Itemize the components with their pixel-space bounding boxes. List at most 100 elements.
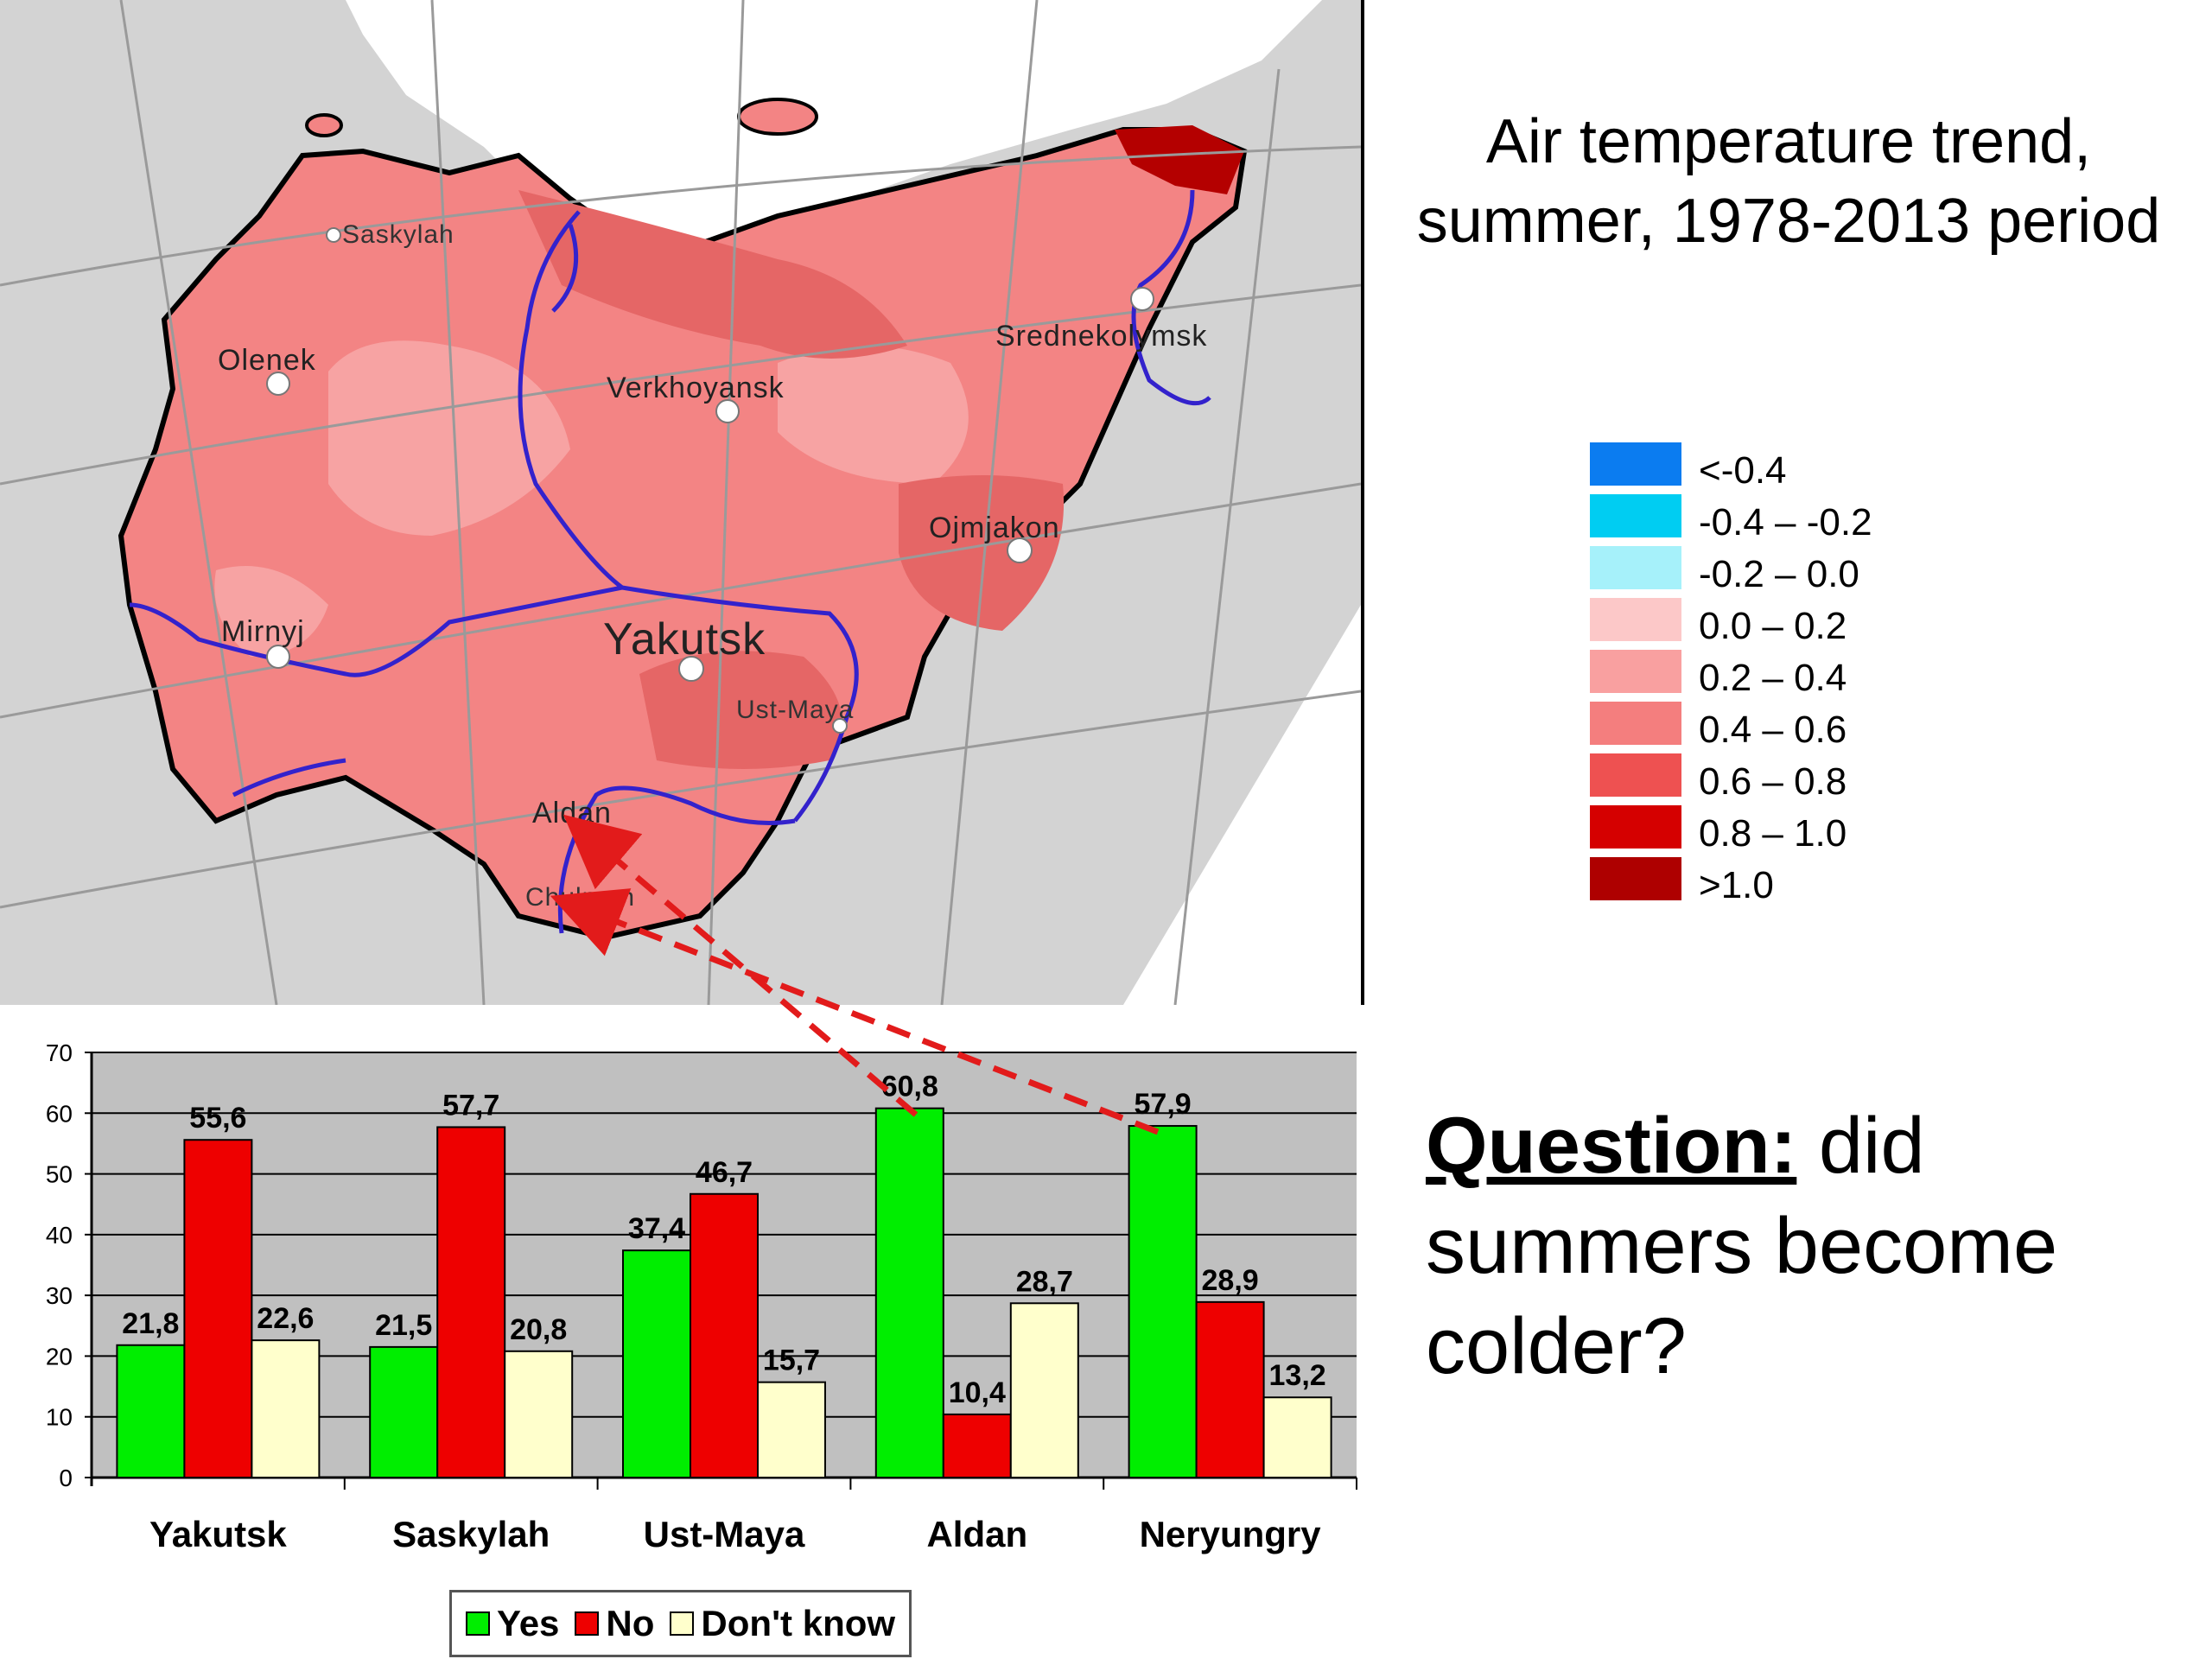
data-label: 57,9 bbox=[1135, 1088, 1192, 1121]
map-label-ust-maya: Ust-Maya bbox=[736, 696, 855, 724]
survey-bar-chart: 0 10 20 30 40 50 60 70 21,8 55,6 22,6 Yakutsk 21,5 57… bbox=[46, 1039, 1357, 1554]
map-label-yakutsk: Yakutsk bbox=[603, 614, 766, 664]
bar bbox=[622, 1249, 691, 1478]
legend-swatch bbox=[1590, 650, 1681, 693]
y-tick-label: 70 bbox=[46, 1039, 73, 1066]
arctic-sea bbox=[346, 0, 1322, 259]
city-marker bbox=[266, 645, 290, 669]
data-label: 37,4 bbox=[628, 1212, 685, 1245]
y-tick-label: 60 bbox=[46, 1100, 73, 1127]
legend-item: >1.0 bbox=[1590, 855, 1953, 907]
legend-swatch bbox=[1590, 857, 1681, 900]
city-markers bbox=[266, 227, 1154, 925]
legend-item: 0.4 – 0.6 bbox=[1590, 700, 1953, 752]
chart-legend-swatch bbox=[575, 1611, 600, 1636]
legend-label: 0.6 – 0.8 bbox=[1699, 760, 1847, 803]
bar bbox=[1128, 1125, 1198, 1478]
legend-label: 0.2 – 0.4 bbox=[1699, 657, 1847, 699]
map-label-chulman: Chulman bbox=[525, 883, 636, 912]
bar bbox=[1009, 1302, 1079, 1478]
legend-label: <-0.4 bbox=[1699, 449, 1787, 492]
y-tick-label: 10 bbox=[46, 1404, 73, 1431]
bar bbox=[874, 1107, 944, 1478]
legend-item: <-0.4 bbox=[1590, 441, 1953, 493]
map-legend: <-0.4 -0.4 – -0.2 -0.2 – 0.0 0.0 – 0.2 0.2 –… bbox=[1590, 441, 1953, 907]
legend-swatch bbox=[1590, 598, 1681, 641]
category-label: Neryungry bbox=[1140, 1514, 1322, 1554]
legend-item: 0.8 – 1.0 bbox=[1590, 804, 1953, 855]
y-tick-label: 0 bbox=[59, 1465, 73, 1491]
city-marker bbox=[678, 656, 704, 682]
map-title: Air temperature trend, summer, 1978-2013… bbox=[1365, 102, 2212, 261]
chart-legend-swatch bbox=[466, 1611, 490, 1636]
bar bbox=[690, 1192, 759, 1478]
bar bbox=[1262, 1396, 1332, 1479]
region-dark-zone bbox=[518, 190, 907, 359]
y-tick-label: 40 bbox=[46, 1222, 73, 1249]
bar bbox=[757, 1381, 826, 1478]
y-tick-label: 20 bbox=[46, 1343, 73, 1370]
category-label: Aldan bbox=[926, 1514, 1027, 1554]
bar bbox=[942, 1413, 1012, 1479]
map-label-olenek: Olenek bbox=[218, 344, 316, 377]
legend-label: 0.4 – 0.6 bbox=[1699, 709, 1847, 751]
data-label: 28,7 bbox=[1016, 1265, 1073, 1298]
legend-item: -0.4 – -0.2 bbox=[1590, 493, 1953, 544]
legend-label: >1.0 bbox=[1699, 864, 1774, 906]
map-graphic bbox=[0, 0, 1361, 1005]
region-light-zone bbox=[328, 340, 570, 536]
chart-legend-label: Yes bbox=[497, 1603, 560, 1643]
city-marker bbox=[1007, 537, 1033, 563]
data-label: 57,7 bbox=[442, 1089, 499, 1122]
chart-legend-item: Don't know bbox=[670, 1603, 895, 1644]
bar bbox=[436, 1126, 506, 1479]
city-marker bbox=[832, 718, 848, 734]
data-label: 22,6 bbox=[257, 1302, 314, 1335]
chart-legend-item: No bbox=[575, 1603, 654, 1644]
legend-label: -0.2 – 0.0 bbox=[1699, 553, 1859, 595]
bar bbox=[369, 1345, 439, 1478]
question-text: Question: did summers become colder? bbox=[1426, 1096, 2169, 1396]
map-title-line1: Air temperature trend, bbox=[1485, 107, 2092, 176]
chart-legend-swatch bbox=[670, 1611, 695, 1636]
chart-legend-item: Yes bbox=[466, 1603, 559, 1644]
bar bbox=[251, 1339, 321, 1479]
map-title-line2: summer, 1978-2013 period bbox=[1416, 187, 2161, 256]
bar bbox=[1195, 1300, 1265, 1479]
data-label: 13,2 bbox=[1269, 1359, 1326, 1392]
y-tick-label: 30 bbox=[46, 1282, 73, 1309]
graticule bbox=[0, 0, 1361, 1005]
chart-legend-label: Don't know bbox=[701, 1603, 896, 1643]
city-marker bbox=[715, 399, 740, 423]
city-marker bbox=[266, 372, 290, 396]
data-label: 55,6 bbox=[189, 1102, 246, 1135]
city-marker bbox=[575, 829, 594, 848]
temperature-trend-map: Saskylah Olenek Verkhoyansk Srednekolyms… bbox=[0, 0, 1364, 1005]
legend-item: -0.2 – 0.0 bbox=[1590, 544, 1953, 596]
question-body: did summers become colder? bbox=[1426, 1102, 2058, 1390]
data-label: 10,4 bbox=[949, 1376, 1006, 1409]
data-label: 20,8 bbox=[510, 1313, 567, 1346]
legend-swatch bbox=[1590, 442, 1681, 486]
category-label: Yakutsk bbox=[149, 1514, 287, 1554]
data-label: 15,7 bbox=[763, 1344, 820, 1377]
legend-swatch bbox=[1590, 702, 1681, 745]
legend-item: 0.0 – 0.2 bbox=[1590, 596, 1953, 648]
legend-swatch bbox=[1590, 546, 1681, 589]
city-marker bbox=[1130, 287, 1154, 311]
region-light-zone bbox=[778, 346, 969, 484]
legend-label: 0.0 – 0.2 bbox=[1699, 605, 1847, 647]
island bbox=[305, 113, 343, 137]
map-label-srednekolymsk: Srednekolymsk bbox=[995, 320, 1208, 353]
city-marker bbox=[326, 227, 341, 243]
category-label: Ust-Maya bbox=[644, 1514, 805, 1554]
legend-label: -0.4 – -0.2 bbox=[1699, 501, 1872, 543]
data-label: 46,7 bbox=[696, 1156, 753, 1189]
region-dark-zone bbox=[899, 475, 1065, 631]
legend-swatch bbox=[1590, 805, 1681, 849]
data-label: 60,8 bbox=[881, 1071, 938, 1103]
question-label: Question: bbox=[1426, 1102, 1797, 1190]
legend-item: 0.6 – 0.8 bbox=[1590, 752, 1953, 804]
chart-legend-label: No bbox=[606, 1603, 655, 1643]
legend-item: 0.2 – 0.4 bbox=[1590, 648, 1953, 700]
